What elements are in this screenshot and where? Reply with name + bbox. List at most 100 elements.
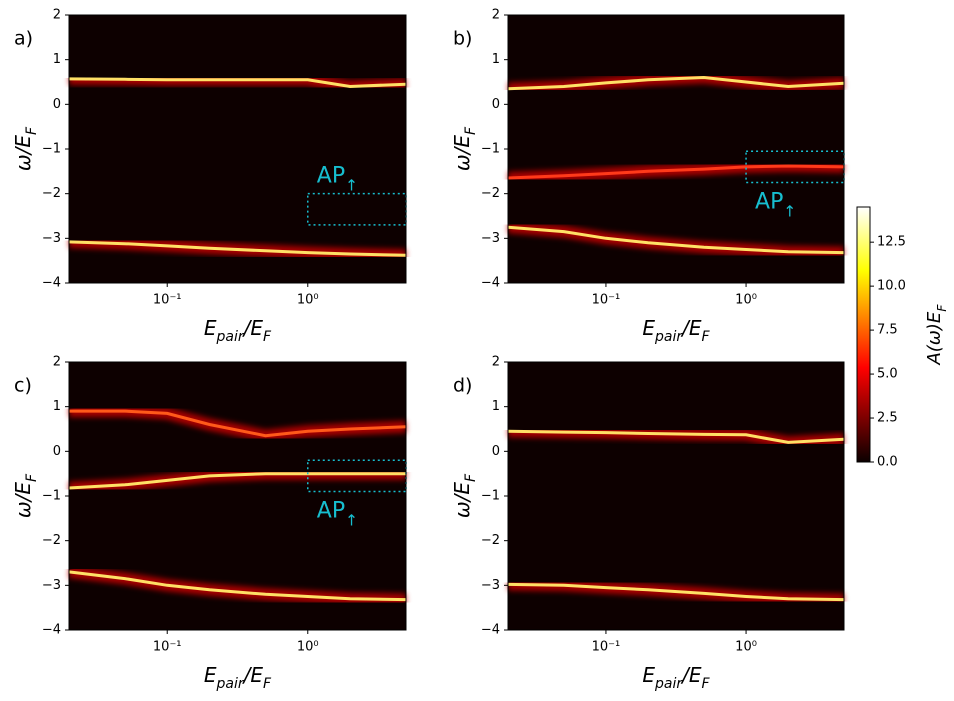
y-tick-label: 0 [53,97,61,112]
colorbar [856,206,871,463]
colorbar-tick-label: 2.5 [877,411,898,426]
y-axis-label: ω/EF [11,473,41,518]
y-tick-label: 0 [53,444,61,459]
y-axis-label: ω/EF [450,473,480,518]
label-part: F [702,329,711,345]
label-part: E [642,663,655,687]
y-tick-label: −3 [481,231,500,246]
annotation-label: AP [755,190,783,215]
label-part: ω/E [11,482,35,518]
label-part: F [24,126,40,135]
panel-label: a) [14,28,33,50]
y-tick-label: −2 [42,186,61,201]
y-tick-label: −4 [481,276,500,291]
y-tick-label: −2 [42,533,61,548]
plot-background [508,15,844,283]
x-axis-label: Epair/EF [204,663,272,693]
x-axis-label: Epair/EF [642,316,710,346]
y-tick-label: 2 [492,8,500,23]
band [507,225,845,255]
x-tick-label: 10⁰ [735,640,757,655]
y-tick-label: 0 [492,97,500,112]
label-part: ω/E [450,482,474,518]
y-tick-label: 1 [53,399,61,414]
annotation-label: AP [317,164,345,189]
y-tick-label: −3 [42,578,61,593]
y-tick-label: −1 [481,489,500,504]
annotation: AP↑ [317,499,358,530]
label-part: E [204,663,217,687]
x-tick-label: 10⁰ [735,293,757,308]
band [68,570,407,602]
y-tick-label: 2 [53,8,61,23]
x-tick-label: 10⁰ [297,293,319,308]
band [69,409,407,438]
x-axis-label: Epair/EF [642,663,710,693]
panel-label: c) [14,375,32,397]
label-part: pair [654,329,683,345]
x-tick-label: 10⁻¹ [153,293,182,308]
band [68,77,407,89]
colorbar-tick-label: 10.0 [877,279,906,294]
label-part: pair [216,676,245,692]
y-tick-label: −4 [42,623,61,638]
y-tick-label: 2 [492,355,500,370]
y-tick-label: 1 [492,399,500,414]
annotation-sub: ↑ [783,202,796,220]
band [507,75,845,91]
label-part: E [204,316,217,340]
label-part: /E [242,316,264,340]
x-tick-label: 10⁻¹ [592,293,621,308]
label-part: A(ω)E [924,311,945,365]
y-axis-label: ω/EF [11,126,41,171]
label-part: /E [680,663,702,687]
annotation-sub: ↑ [345,176,358,194]
annotation-label: AP [317,499,345,524]
y-tick-label: −4 [481,623,500,638]
band [68,472,406,490]
y-tick-label: −4 [42,276,61,291]
colorbar-tick-label: 0.0 [877,455,898,470]
y-tick-label: −2 [481,186,500,201]
label-part: F [463,126,479,135]
colorbar-tick-label: 5.0 [877,367,898,382]
label-part: F [934,304,949,312]
panel-label: d) [453,375,472,397]
y-tick-label: 1 [492,52,500,67]
y-tick-label: 2 [53,355,61,370]
label-part: F [24,473,40,482]
colorbar-tick-label: 7.5 [877,323,898,338]
annotation: AP↑ [755,190,796,221]
y-tick-label: −1 [481,142,500,157]
panel-label: b) [453,28,472,50]
label-part: ω/E [11,135,35,171]
y-tick-label: −3 [481,578,500,593]
label-part: pair [216,329,245,345]
label-part: F [263,329,272,345]
label-part: ω/E [450,135,474,171]
y-tick-label: 1 [53,52,61,67]
x-tick-label: 10⁰ [297,640,319,655]
band [507,429,845,444]
label-part: F [463,473,479,482]
band [507,582,845,602]
label-part: /E [242,663,264,687]
annotation-sub: ↑ [345,511,358,529]
y-tick-label: −1 [42,489,61,504]
x-tick-label: 10⁻¹ [592,640,621,655]
colorbar-label: A(ω)EF [924,304,949,366]
label-part: F [263,676,272,692]
y-tick-label: 0 [492,444,500,459]
label-part: pair [654,676,683,692]
label-part: /E [680,316,702,340]
label-part: F [702,676,711,692]
x-axis-label: Epair/EF [204,316,272,346]
annotation: AP↑ [317,164,358,195]
band [507,164,845,180]
y-axis-label: ω/EF [450,126,480,171]
colorbar-tick-label: 12.5 [877,235,906,250]
x-tick-label: 10⁻¹ [153,640,182,655]
y-tick-label: −1 [42,142,61,157]
y-tick-label: −3 [42,231,61,246]
